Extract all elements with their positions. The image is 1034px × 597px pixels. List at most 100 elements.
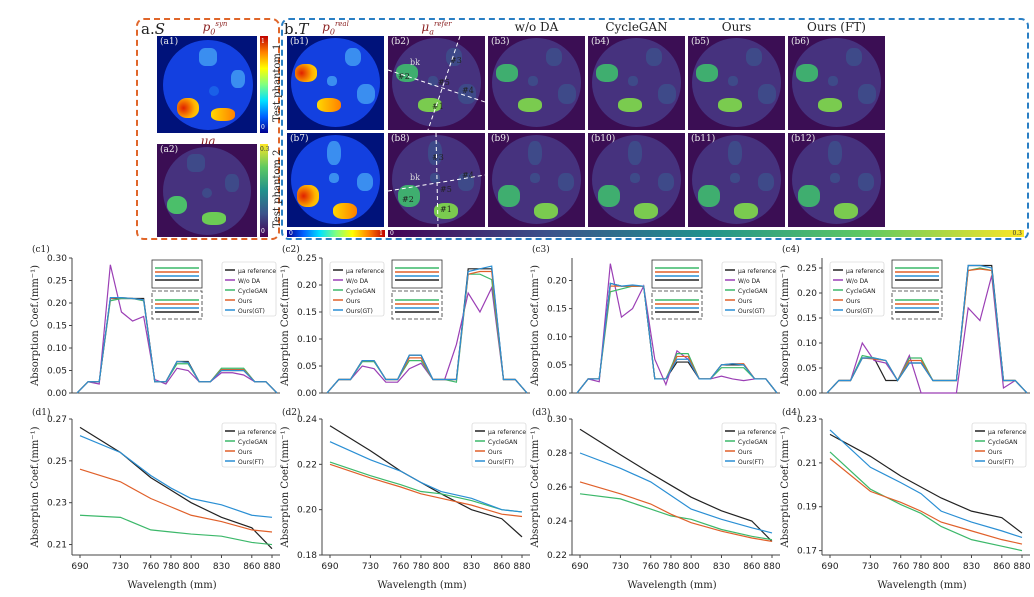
inset-box-solid [391,259,443,289]
legend-label: CycleGAN [346,288,376,295]
panel-tag: (b8) [391,134,410,144]
legend-label: CycleGAN [238,288,268,295]
profile-line [427,36,461,130]
y-tick-label: 0.15 [47,322,67,332]
x-tick-label: 800 [433,562,450,572]
col-title-b1: p0real [322,20,349,37]
legend-label: CycleGAN [988,439,1018,446]
panel-tag: (b10) [591,134,616,144]
y-tick-label: 0.15 [297,308,317,318]
y-axis-label: Absorption Coef.(mm⁻¹) [30,426,41,548]
x-tick-label: 830 [213,562,230,572]
series-line-cyclegan [829,451,1023,552]
panel-tag: (b7) [290,134,309,144]
inset-box-dashed [151,290,203,320]
col-title-b3: w/o DA [514,20,559,34]
col-title-b5: Ours [721,20,752,34]
legend-label: Ours [488,449,502,456]
image-b1: (b1) [287,36,384,130]
series-line-ours [79,468,273,533]
roi-label: bk [410,58,420,67]
series-line-woda [576,263,778,394]
y-tick-label: 0.00 [47,389,67,399]
legend-box [329,261,385,317]
series-line-cyclegan [579,493,773,541]
series-line-oursft [79,435,273,518]
y-tick-label: 0.30 [547,415,567,425]
y-tick-label: 0.05 [797,364,817,374]
image-a1: (a1) [157,36,257,133]
x-tick-label: 730 [362,562,379,572]
series-line-oursft [329,441,523,513]
legend-label: Ours(GT) [238,308,265,315]
inset-box-dashed [391,290,443,320]
legend-box [221,261,277,317]
x-tick-label: 760 [642,562,659,572]
x-tick-label: 730 [612,562,629,572]
x-tick-label: 880 [1013,562,1030,572]
image-b3: (b3) [488,36,585,130]
inset-box-dashed [651,290,703,320]
legend-label: CycleGAN [738,439,768,446]
legend-label: CycleGAN [238,439,268,446]
legend-label: Ours(FT) [238,459,264,466]
image-a2: (a2) [157,144,257,237]
y-tick-label: 0.21 [797,459,817,469]
legend-label: Ours [238,449,252,456]
x-tick-label: 860 [743,562,760,572]
series-line-cyclegan [576,285,778,394]
legend-label: Ours [346,298,360,305]
y-tick-label: 0.00 [797,389,817,399]
x-tick-label: 780 [162,562,179,572]
y-tick-label: 0.10 [47,344,67,354]
y-axis-label: Absorption Coef.(mm⁻¹) [280,265,291,387]
panel-tag: (b1) [290,37,309,47]
col-title-p0-syn: p0syn [202,20,228,37]
y-axis-label: Absorption Coef.(mm⁻¹) [780,426,791,548]
inset-box-dashed [891,290,943,320]
panel-label-d2: (d2) [282,407,301,418]
legend-label: Ours(GT) [846,308,873,315]
y-axis-label: Absorption Coef.(mm⁻¹) [280,426,291,548]
x-tick-label: 830 [463,562,480,572]
legend-box [721,422,777,468]
inset-box-solid [891,259,943,289]
y-axis-label: Absorption Coef.(mm⁻¹) [530,265,541,387]
y-axis-label: Absorption Coef.(mm⁻¹) [780,265,791,387]
panel-tag: (b5) [691,37,710,47]
y-tick-label: 0.26 [547,483,567,493]
x-tick-label: 880 [513,562,530,572]
series-line-oursgt [826,264,1028,394]
legend-box [221,422,277,468]
section-a-frame [136,18,280,240]
legend-label: W/o DA [846,278,869,285]
panel-tag: (b11) [691,134,716,144]
x-tick-label: 880 [763,562,780,572]
roi-label: #3 [450,56,462,65]
legend-box [971,422,1027,468]
roi-label: #3 [432,153,444,162]
image-b10: (b10) [588,133,685,227]
roi-label: #5 [440,185,452,194]
series-line-oursgt [76,297,278,394]
panel-label-d4: (d4) [782,407,801,418]
image-b9: (b9) [488,133,585,227]
y-tick-label: 0.28 [547,449,567,459]
y-tick-label: 0.17 [797,547,817,557]
x-tick-label: 800 [933,562,950,572]
legend-label: CycleGAN [738,288,768,295]
panel-tag-a1: (a1) [160,37,179,47]
panel-label-c2: (c2) [282,244,300,255]
col-title-b4: CycleGAN [605,20,668,34]
legend-label: Ours [846,298,860,305]
series-line-oursft [829,429,1023,539]
image-b4: (b4) [588,36,685,130]
colorbar-a2: 0.3 0 [260,144,270,237]
y-tick-label: 0.00 [547,389,567,399]
inset-box-solid [651,259,703,289]
roi-label: #2 [402,195,414,204]
legend-label: Ours(FT) [738,459,764,466]
y-tick-label: 0.10 [297,335,317,345]
